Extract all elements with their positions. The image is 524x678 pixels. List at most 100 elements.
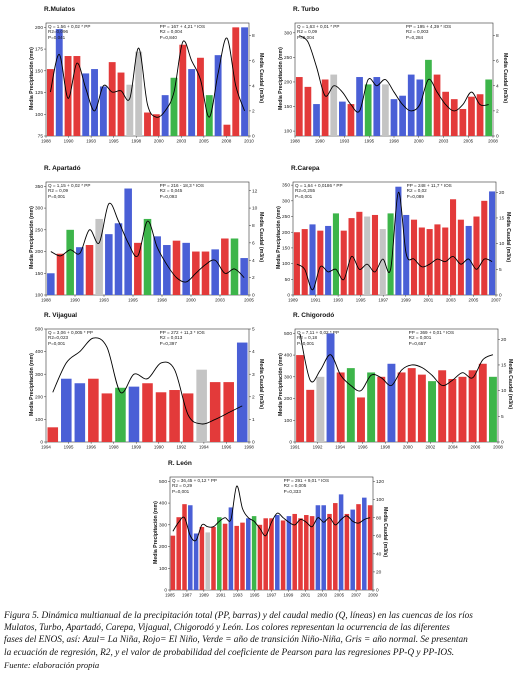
- precip-bar: [176, 517, 181, 590]
- precip-bar: [223, 382, 234, 442]
- precip-bar: [468, 370, 477, 442]
- precip-bar: [155, 392, 167, 442]
- discharge-line: [296, 191, 493, 291]
- precip-bar: [214, 55, 222, 136]
- x-tick-label: 2002: [425, 445, 435, 450]
- precip-bar: [459, 108, 467, 136]
- y-tick-label: 0: [289, 440, 292, 446]
- precip-bar: [179, 44, 187, 137]
- x-tick-label: 1995: [250, 593, 260, 598]
- precip-bar: [387, 213, 394, 295]
- y-tick-label: 150: [35, 68, 43, 74]
- y2-tick-label: 5: [501, 414, 504, 420]
- precip-bar: [377, 376, 386, 442]
- regression-pp-block: PP = 248 + 11,7 * IOS R2 = 0,02 P=0,089: [407, 183, 452, 199]
- x-tick-label: 2001: [423, 298, 433, 303]
- y2-tick-label: 10: [252, 206, 258, 212]
- chart-plot-svg: 0 50 100 150 200 250 300 350 0 5 10 15 20 1989 1991 199…: [282, 181, 505, 303]
- precip-bar: [313, 104, 320, 136]
- chart-panel-turbo: R. Turbo 100 150 200 250 300 0 2 4 6 8 1988 1990 1993…: [265, 6, 521, 149]
- regression-q-p: P=0,001: [297, 340, 315, 346]
- x-tick-label: 1991: [290, 445, 300, 450]
- precip-bar: [275, 515, 280, 590]
- precip-bar: [336, 372, 345, 442]
- regression-q-block: Q = 1,15 + 0,02 * PP R2 = 0,09 P=0,001: [48, 183, 90, 199]
- regression-pp-p: P=0,840: [159, 34, 177, 40]
- regression-q-block: Q = 7,11 + 0,02 * PP R2 = 0,18 P=0,001: [297, 330, 339, 346]
- y2-tick-label: 0: [252, 440, 255, 446]
- y2-tick-label: 20: [499, 190, 505, 196]
- regression-pp-block: PP = 272 + 11,3 * IOS R2 = 0,013 P=0,397: [160, 330, 205, 346]
- y2-tick-label: 2: [496, 108, 499, 114]
- precip-bar: [114, 223, 123, 295]
- precip-bar: [88, 378, 99, 442]
- y-tick-label: 200: [284, 80, 292, 86]
- x-tick-label: 1993: [86, 139, 96, 144]
- precip-bar: [362, 497, 367, 590]
- precip-bar: [357, 397, 365, 442]
- x-tick-label: 1989: [199, 593, 209, 598]
- y-tick-label: 400: [35, 349, 43, 355]
- regression-pp-equation: PP = 216 - 18,3 * IOS: [159, 183, 204, 188]
- precip-bar: [326, 333, 335, 442]
- x-tick-label: 2003: [446, 298, 456, 303]
- precip-bar: [182, 242, 190, 295]
- precip-bar: [293, 232, 300, 295]
- chart-panel-apartado: R. Apartadó 100 150 200 250 300 350 0 2 4 6 8 10 12 19…: [16, 165, 272, 308]
- x-tick-label: 2005: [469, 298, 479, 303]
- regression-q-block: Q = 1,63 + 0,01 * PP R2 = 0,09 P=0,004: [297, 24, 339, 40]
- precip-bar: [217, 517, 222, 590]
- precip-bar: [338, 101, 346, 136]
- precip-bar: [292, 513, 297, 590]
- precip-bar: [295, 77, 303, 136]
- precip-bar: [232, 27, 240, 137]
- precip-bar: [169, 390, 180, 442]
- regression-q-equation: Q = 1,15 + 0,02 * PP: [48, 183, 91, 188]
- precip-bar: [143, 218, 152, 295]
- chart-panel-carepa: R.Carepa 0 50 100 150 200 250 300 350 0 5 10 15 20 198…: [265, 165, 521, 308]
- y2-tick-label: 20: [501, 337, 507, 343]
- precip-bar: [74, 383, 86, 442]
- precip-bar: [201, 251, 210, 295]
- y2-tick-label: 2: [252, 275, 255, 281]
- precip-bar: [346, 368, 355, 442]
- y2-tick-label: 6: [496, 58, 499, 64]
- precip-bar: [101, 393, 113, 442]
- precip-bar: [325, 225, 332, 295]
- y-tick-label: 500: [284, 331, 292, 337]
- y-tick-label: 350: [35, 184, 43, 190]
- chart-panel-leon: R. León 0 100 200 300 400 500 0 20 40 60 80 100 120 19…: [140, 460, 396, 603]
- precip-bar: [333, 503, 338, 590]
- y2-tick-label: 0: [252, 293, 255, 299]
- precip-bar: [433, 74, 441, 136]
- precip-bar: [128, 386, 140, 442]
- y2-tick-label: 0: [376, 588, 379, 594]
- regression-pp-p: P=0,333: [283, 488, 301, 494]
- precip-bar: [124, 188, 132, 295]
- regression-q-p: P=0,001: [295, 193, 313, 199]
- y2-tick-label: 4: [496, 83, 499, 89]
- bars-group: [293, 186, 496, 296]
- y-tick-label: 400: [284, 353, 292, 359]
- precip-bar: [468, 96, 475, 136]
- x-tick-label: 1994: [199, 445, 209, 450]
- regression-q-equation: Q = 1,64 + 0,0186 * PP: [295, 183, 343, 188]
- y2-tick-label: 2: [252, 394, 255, 400]
- regression-pp-p: P=0,284: [405, 34, 424, 40]
- y2-tick-label: 12: [252, 188, 258, 194]
- x-tick-label: 2005: [334, 593, 344, 598]
- precip-bar: [223, 124, 231, 136]
- precip-bar: [379, 229, 386, 295]
- precip-bar: [476, 94, 484, 136]
- x-tick-label: 1995: [109, 139, 119, 144]
- y-axis-label: Media Precipitación (mm): [29, 205, 35, 269]
- precip-bar: [197, 57, 204, 136]
- regression-pp-r2: R2 = 0,004: [159, 29, 183, 35]
- y2-tick-label: 2: [252, 108, 255, 114]
- figure-source: Fuente: elaboración propia: [4, 660, 100, 670]
- precip-bar: [170, 535, 176, 590]
- precip-bar: [91, 69, 98, 136]
- y2-tick-label: 6: [252, 240, 255, 246]
- precip-bar: [371, 214, 379, 295]
- precip-bar: [442, 91, 449, 136]
